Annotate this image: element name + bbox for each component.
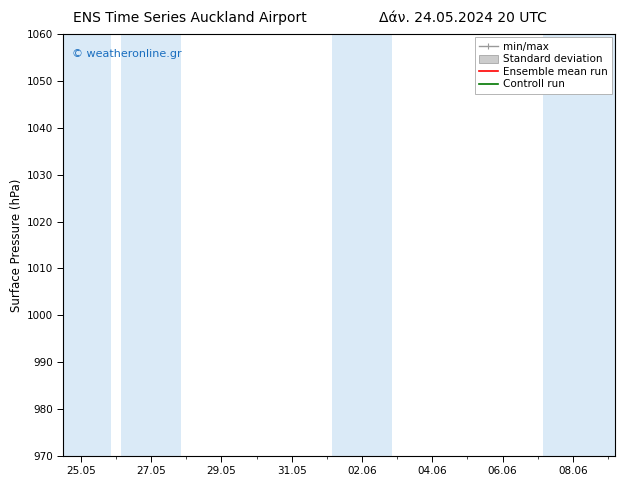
Bar [543, 34, 615, 456]
Text: © weatheronline.gr: © weatheronline.gr [72, 49, 181, 59]
Text: Δάν. 24.05.2024 20 UTC: Δάν. 24.05.2024 20 UTC [379, 11, 547, 25]
Text: ENS Time Series Auckland Airport: ENS Time Series Auckland Airport [74, 11, 307, 25]
Bar [63, 34, 111, 456]
Y-axis label: Surface Pressure (hPa): Surface Pressure (hPa) [10, 178, 23, 312]
Legend: min/max, Standard deviation, Ensemble mean run, Controll run: min/max, Standard deviation, Ensemble me… [475, 37, 612, 94]
Bar [121, 34, 181, 456]
Bar [332, 34, 392, 456]
